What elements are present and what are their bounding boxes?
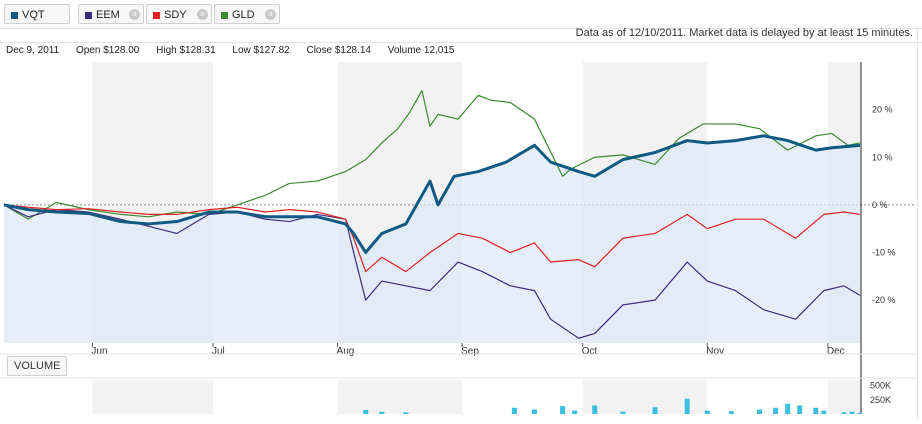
volume-bar	[363, 410, 369, 414]
series-line-sdy	[3, 204, 861, 273]
volume-bar	[773, 407, 779, 414]
x-tick-label: Nov	[706, 346, 724, 357]
remove-ticker-icon[interactable]: ×	[129, 9, 140, 20]
quote-date: Dec 9, 2011	[6, 45, 60, 56]
volume-tick-label: 250K	[870, 395, 891, 405]
volume-bar	[757, 409, 763, 414]
series-color-swatch	[11, 12, 18, 19]
volume-bar	[531, 409, 537, 414]
volume-bar	[652, 407, 658, 414]
volume-month-band	[92, 380, 213, 414]
quote-summary: Dec 9, 2011 Open $128.00 High $128.31 Lo…	[6, 45, 468, 56]
x-tick-label: Dec	[827, 346, 845, 357]
ticker-label: GLD	[232, 9, 255, 21]
quote-low: Low $127.82	[232, 45, 290, 56]
x-tick-label: Jul	[212, 346, 225, 357]
ticker-label: EEM	[96, 9, 120, 21]
volume-bar	[841, 412, 847, 414]
quote-open: Open $128.00	[75, 45, 140, 56]
quote-close: Close $128.14	[306, 45, 371, 56]
quote-divider	[0, 42, 922, 43]
remove-ticker-icon[interactable]: ×	[197, 9, 208, 20]
y-tick-label: 10 %	[872, 152, 893, 162]
x-tick-label: Jun	[91, 346, 107, 357]
series-color-swatch	[221, 12, 228, 19]
y-tick-label: -10 %	[872, 248, 896, 258]
ticker-tab-sdy[interactable]: SDY ×	[146, 4, 212, 24]
volume-bar	[785, 403, 791, 414]
volume-bar	[849, 411, 855, 414]
x-tick-label: Sep	[461, 346, 479, 357]
data-as-of-notice: Data as of 12/10/2011. Market data is de…	[575, 27, 913, 39]
volume-month-band	[337, 380, 463, 414]
chart-right-border	[917, 28, 918, 420]
x-tick-label: Oct	[582, 346, 598, 357]
y-tick-label: 20 %	[872, 105, 893, 115]
volume-bar	[704, 410, 710, 414]
y-tick-label: -20 %	[872, 295, 896, 305]
volume-bar	[821, 410, 827, 414]
x-tick-label: Aug	[337, 346, 355, 357]
ticker-tab-vqt[interactable]: VQT	[4, 4, 70, 24]
volume-bar	[857, 412, 863, 414]
volume-bar	[813, 407, 819, 414]
series-line-vqt	[3, 134, 861, 255]
remove-ticker-icon[interactable]: ×	[265, 9, 276, 20]
ticker-label: VQT	[22, 9, 45, 21]
volume-tick-label: 500K	[870, 381, 891, 391]
ticker-tab-gld[interactable]: GLD ×	[214, 4, 280, 24]
ticker-label: SDY	[164, 9, 187, 21]
quote-volume: Volume 12,015	[387, 45, 455, 56]
volume-bar	[728, 411, 734, 414]
volume-toggle-button[interactable]: VOLUME	[7, 356, 68, 376]
volume-month-band	[827, 380, 860, 414]
series-color-swatch	[85, 12, 92, 19]
quote-high: High $128.31	[156, 45, 216, 56]
volume-bar	[797, 405, 803, 414]
y-tick-label: 0 %	[872, 200, 888, 210]
volume-bar	[403, 412, 409, 414]
volume-bar	[572, 410, 578, 414]
volume-bar	[560, 406, 566, 414]
volume-bar	[684, 398, 690, 414]
header-divider	[0, 28, 922, 29]
ticker-tab-eem[interactable]: EEM ×	[78, 4, 144, 24]
vqt-area-fill	[4, 135, 860, 343]
series-line-eem	[3, 204, 861, 339]
volume-bar	[511, 407, 517, 414]
volume-bar	[379, 411, 385, 414]
volume-bar	[620, 411, 626, 414]
volume-bar	[592, 405, 598, 414]
series-color-swatch	[153, 12, 160, 19]
